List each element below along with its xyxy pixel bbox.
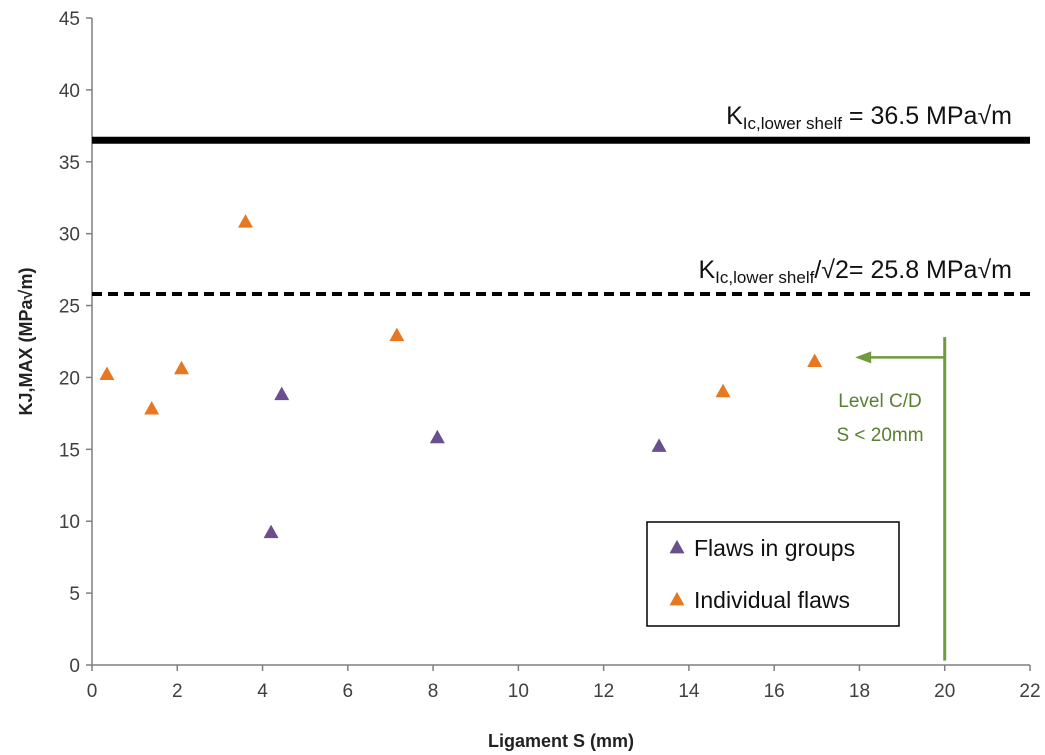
group-flaw-point	[429, 429, 445, 444]
legend-entry: Individual flaws	[694, 587, 850, 613]
x-tick-label: 4	[257, 681, 268, 702]
x-tick-labels: 0 2 4 6 8 10 12 14 16 18 20 22	[87, 681, 1041, 702]
x-tick-label: 18	[849, 681, 870, 702]
group-flaw-point	[651, 438, 667, 452]
y-tick-label: 40	[59, 81, 80, 102]
label-main: K	[726, 102, 743, 130]
label-rest: /√2= 25.8 MPa√m	[814, 256, 1012, 284]
group-flaw-point	[274, 386, 290, 401]
y-tick-label: 0	[69, 656, 80, 677]
individual-flaw-point	[99, 366, 115, 380]
x-tick-label: 22	[1019, 681, 1040, 702]
individual-flaw-point	[715, 383, 731, 398]
x-tick-label: 2	[172, 681, 183, 702]
label-subscript: Ic,lower shelf	[743, 114, 842, 133]
y-tick-label: 10	[59, 512, 80, 533]
individual-flaw-point	[807, 353, 823, 368]
reference-line-label: KIc,lower shelf = 36.5 MPa√m	[726, 102, 1012, 133]
legend-box	[646, 521, 900, 627]
individual-flaw-point	[174, 360, 190, 375]
x-tick-label: 14	[678, 681, 700, 702]
individual-flaw-point	[144, 400, 160, 415]
x-tick-label: 6	[343, 681, 354, 702]
label-main: K	[698, 256, 715, 284]
data-points	[99, 214, 823, 539]
y-tick-labels: 0 5 10 15 20 25 30 35 40 45	[59, 9, 80, 677]
label-subscript: Ic,lower shelf	[715, 268, 814, 287]
y-tick-label: 15	[59, 440, 80, 461]
label-rest: = 36.5 MPa√m	[842, 102, 1012, 130]
y-tick-label: 45	[59, 9, 80, 30]
reference-line-label: KIc,lower shelf/√2= 25.8 MPa√m	[698, 256, 1012, 287]
y-tick-label: 5	[69, 584, 80, 605]
legend: Flaws in groups Individual flaws	[646, 521, 900, 627]
arrow-left-icon	[855, 351, 872, 364]
x-tick-label: 8	[428, 681, 439, 702]
level-label-line2: S < 20mm	[836, 425, 923, 446]
individual-flaw-point	[237, 214, 253, 228]
y-tick-label: 20	[59, 368, 80, 389]
y-axis-title: KJ,MAX (MPa√m)	[16, 268, 36, 416]
individual-flaw-point	[389, 327, 405, 342]
y-tick-label: 35	[59, 153, 80, 174]
y-tick-label: 30	[59, 225, 80, 246]
x-axis-title: Ligament S (mm)	[488, 731, 634, 751]
x-tick-label: 16	[764, 681, 785, 702]
level-marker: Level C/D S < 20mm	[836, 337, 947, 661]
level-label-line1: Level C/D	[838, 391, 921, 412]
legend-marker	[669, 539, 685, 554]
x-tick-label: 10	[508, 681, 529, 702]
x-tick-label: 20	[934, 681, 955, 702]
group-flaw-point	[263, 524, 279, 539]
axes	[86, 17, 1031, 671]
y-tick-label: 25	[59, 297, 80, 318]
legend-entry: Flaws in groups	[694, 535, 855, 561]
x-tick-label: 12	[593, 681, 614, 702]
legend-marker	[669, 591, 685, 606]
x-tick-label: 0	[87, 681, 98, 702]
